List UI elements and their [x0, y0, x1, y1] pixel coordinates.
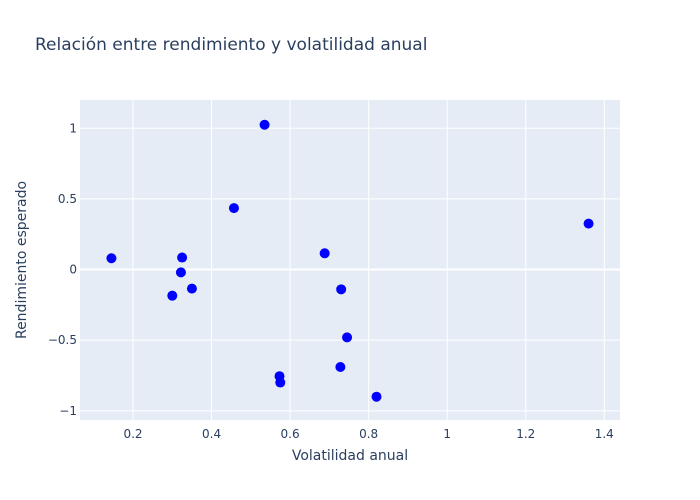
data-point: [342, 332, 352, 342]
data-point: [177, 253, 187, 263]
x-tick-label: 0.2: [123, 427, 142, 441]
data-point: [106, 253, 116, 263]
y-tick-label: −1: [59, 404, 77, 418]
x-tick-label: 0.8: [359, 427, 378, 441]
data-point: [260, 120, 270, 130]
data-point: [336, 284, 346, 294]
data-point: [584, 219, 594, 229]
data-point: [320, 248, 330, 258]
y-axis-title: Rendimiento esperado: [14, 181, 30, 339]
x-tick-label: 0.4: [202, 427, 221, 441]
x-tick-label: 1: [443, 427, 451, 441]
x-tick-label: 1.2: [516, 427, 535, 441]
data-point: [187, 284, 197, 294]
x-axis-ticks: 0.2 0.4 0.6 0.8 1 1.2 1.4: [123, 427, 613, 441]
y-axis-ticks: −1 −0.5 0 0.5 1: [48, 121, 77, 418]
x-axis-title: Volatilidad anual: [292, 448, 408, 464]
y-tick-label: 1: [69, 121, 77, 135]
data-point: [335, 362, 345, 372]
plot-area: [80, 100, 620, 420]
y-tick-label: 0: [69, 263, 77, 277]
data-point: [372, 392, 382, 402]
data-point: [275, 378, 285, 388]
data-point: [167, 291, 177, 301]
data-point: [229, 203, 239, 213]
chart-title: Relación entre rendimiento y volatilidad…: [35, 35, 427, 55]
y-tick-label: −0.5: [48, 333, 77, 347]
y-tick-label: 0.5: [58, 192, 77, 206]
x-tick-label: 0.6: [281, 427, 300, 441]
x-tick-label: 1.4: [595, 427, 614, 441]
data-point: [176, 267, 186, 277]
